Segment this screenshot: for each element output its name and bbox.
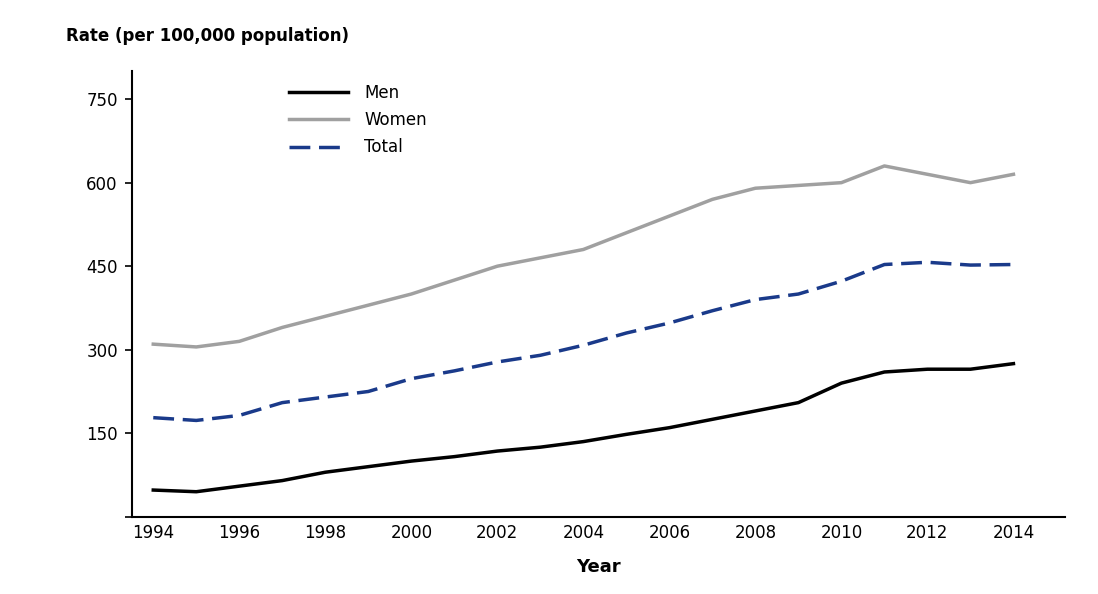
Women [964,179,977,187]
Women [706,196,719,203]
Women [749,185,762,192]
Total [663,320,676,327]
Total [834,277,848,285]
Men [663,424,676,431]
Total [318,393,332,400]
Women [361,302,374,309]
Women [405,290,418,298]
Women [576,246,590,253]
Total [576,342,590,349]
Line: Women: Women [154,166,1013,347]
Men [619,431,632,438]
Total [361,388,374,395]
Men [792,399,805,406]
Men [576,438,590,445]
Total [448,367,461,374]
Men [749,407,762,415]
Legend: Men, Women, Total: Men, Women, Total [290,84,427,156]
Women [233,338,246,345]
Total [1007,261,1020,268]
Total [706,307,719,314]
Line: Men: Men [154,364,1013,492]
Men [405,457,418,465]
Total [964,261,977,268]
Men [318,469,332,476]
Men [233,482,246,489]
Men [1007,360,1020,367]
Total [276,399,289,406]
Total [405,375,418,383]
Total [147,414,160,421]
Women [1007,170,1020,178]
Women [276,324,289,331]
Men [147,486,160,494]
Women [663,213,676,220]
Men [448,453,461,460]
Total [619,330,632,337]
Women [318,312,332,320]
Total [877,261,890,268]
Women [834,179,848,187]
Men [921,366,934,373]
Total [534,352,547,359]
Women [877,162,890,169]
Women [190,343,203,350]
Men [964,366,977,373]
Men [361,463,374,470]
Men [491,447,504,454]
Total [792,290,805,298]
Men [534,444,547,451]
Women [921,170,934,178]
Men [706,416,719,423]
X-axis label: Year: Year [576,558,620,576]
Total [190,417,203,424]
Total [491,358,504,365]
Total [749,296,762,303]
Women [491,263,504,270]
Women [792,182,805,189]
Men [190,488,203,495]
Total [921,259,934,266]
Women [534,254,547,261]
Women [147,340,160,347]
Text: Rate (per 100,000 population): Rate (per 100,000 population) [66,27,349,45]
Men [877,368,890,375]
Men [276,477,289,484]
Men [834,380,848,387]
Line: Total: Total [154,263,1013,421]
Women [619,229,632,236]
Total [233,412,246,419]
Women [448,277,461,284]
